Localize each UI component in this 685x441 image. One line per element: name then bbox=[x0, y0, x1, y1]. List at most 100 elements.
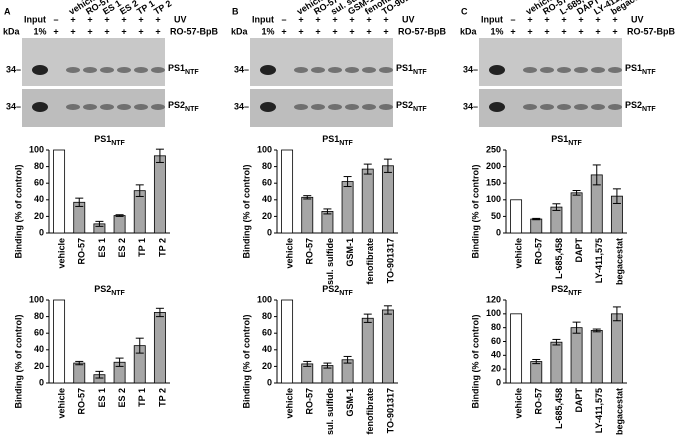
error-bar bbox=[303, 195, 312, 200]
band-label-main: PS2 bbox=[396, 100, 413, 110]
blot-band bbox=[557, 67, 571, 73]
blot-band bbox=[608, 67, 622, 73]
x-tick-label: vehicle bbox=[513, 238, 523, 269]
blot-band bbox=[362, 67, 376, 73]
uv-mark: + bbox=[612, 14, 617, 24]
x-tick-label: RO-57 bbox=[305, 238, 315, 265]
blot-band bbox=[32, 65, 48, 75]
panel-label: B bbox=[232, 6, 239, 16]
y-tick-label: 80 bbox=[262, 311, 272, 321]
error-bar bbox=[115, 357, 124, 367]
bar bbox=[281, 299, 294, 384]
x-tick-label: L-685,458 bbox=[554, 238, 564, 279]
chart-title-sub: NTF bbox=[339, 290, 353, 297]
error-bar bbox=[592, 164, 601, 186]
chart-title: PS1NTF bbox=[551, 134, 582, 146]
blot-band bbox=[83, 104, 97, 110]
blot-band bbox=[540, 104, 554, 110]
error-bar bbox=[75, 360, 84, 366]
blot-band bbox=[608, 104, 622, 110]
uv-mark: + bbox=[349, 14, 354, 24]
y-tick-label: 0 bbox=[267, 377, 272, 387]
error-bar bbox=[612, 306, 621, 322]
blot-band bbox=[151, 104, 165, 110]
error-bar bbox=[115, 214, 124, 217]
y-tick-label: 250 bbox=[486, 144, 501, 154]
probe-mark: + bbox=[298, 26, 303, 36]
y-tick-label: 0 bbox=[267, 227, 272, 237]
bar bbox=[510, 313, 523, 384]
blot-band bbox=[557, 104, 571, 110]
kda-label: kDa bbox=[3, 26, 21, 36]
kda-label: kDa bbox=[231, 26, 249, 36]
bar bbox=[153, 155, 166, 234]
bar bbox=[301, 196, 314, 234]
blot-band bbox=[134, 104, 148, 110]
error-bar bbox=[75, 197, 84, 207]
size-marker: 34– bbox=[463, 101, 478, 111]
band-label: PS1NTF bbox=[396, 63, 427, 75]
blot-band bbox=[523, 104, 537, 110]
uv-label: UV bbox=[631, 14, 644, 24]
y-axis-label: Binding (% of control) bbox=[470, 165, 480, 259]
error-bar bbox=[95, 220, 104, 227]
x-tick-label: ES 1 bbox=[97, 238, 107, 258]
band-label-sub: NTF bbox=[413, 106, 427, 113]
uv-mark: + bbox=[155, 14, 160, 24]
x-tick-label: GSM-1 bbox=[345, 238, 355, 267]
probe-mark: + bbox=[121, 26, 126, 36]
bar bbox=[570, 327, 583, 384]
x-tick-label: begacestat bbox=[614, 388, 624, 435]
bar bbox=[550, 206, 563, 234]
x-tick-label: sul. sulfide bbox=[325, 238, 335, 285]
error-bar bbox=[95, 370, 104, 379]
y-tick-label: 0 bbox=[39, 227, 44, 237]
error-bar bbox=[323, 208, 332, 215]
y-tick-label: 20 bbox=[34, 211, 44, 221]
x-tick-label: fenofibrate bbox=[365, 388, 375, 435]
probe-label: RO-57-BpB bbox=[627, 26, 676, 36]
x-tick-label: RO-57 bbox=[534, 388, 544, 415]
x-tick-label: TP 1 bbox=[137, 388, 147, 407]
chart-title-main: PS2 bbox=[322, 284, 339, 294]
bar bbox=[530, 361, 543, 384]
size-marker: 34– bbox=[234, 101, 249, 111]
x-tick-label: vehicle bbox=[513, 388, 523, 419]
probe-mark: + bbox=[595, 26, 600, 36]
y-tick-label: 60 bbox=[491, 336, 501, 346]
probe-mark: + bbox=[366, 26, 371, 36]
bar bbox=[610, 313, 623, 384]
blot-band bbox=[83, 67, 97, 73]
error-bar bbox=[572, 190, 581, 196]
blot-band bbox=[489, 102, 505, 112]
probe-mark: + bbox=[544, 26, 549, 36]
x-tick-label: vehicle bbox=[56, 238, 66, 269]
y-tick-label: 150 bbox=[486, 178, 501, 188]
band-label-sub: NTF bbox=[642, 69, 656, 76]
error-bar bbox=[323, 362, 332, 369]
y-tick-label: 200 bbox=[486, 161, 501, 171]
chart-title: PS2NTF bbox=[94, 284, 125, 296]
bar bbox=[381, 309, 394, 384]
y-tick-label: 100 bbox=[486, 308, 501, 318]
x-tick-label: ES 2 bbox=[117, 238, 127, 258]
uv-label: UV bbox=[402, 14, 415, 24]
x-tick-label: RO-57 bbox=[77, 238, 87, 265]
size-marker: 34– bbox=[6, 101, 21, 111]
y-tick-label: 80 bbox=[491, 322, 501, 332]
uv-mark: + bbox=[104, 14, 109, 24]
uv-mark: – bbox=[510, 14, 515, 24]
x-tick-label: vehicle bbox=[284, 388, 294, 419]
input-label: Input bbox=[252, 14, 274, 24]
blot-band bbox=[294, 67, 308, 73]
chart-title-sub: NTF bbox=[111, 140, 125, 147]
blot-band bbox=[362, 104, 376, 110]
x-tick-label: GSM-1 bbox=[345, 388, 355, 417]
uv-mark: + bbox=[315, 14, 320, 24]
y-tick-label: 60 bbox=[262, 328, 272, 338]
probe-mark: + bbox=[138, 26, 143, 36]
blot-band bbox=[66, 67, 80, 73]
bar bbox=[53, 299, 66, 384]
band-label-sub: NTF bbox=[185, 69, 199, 76]
